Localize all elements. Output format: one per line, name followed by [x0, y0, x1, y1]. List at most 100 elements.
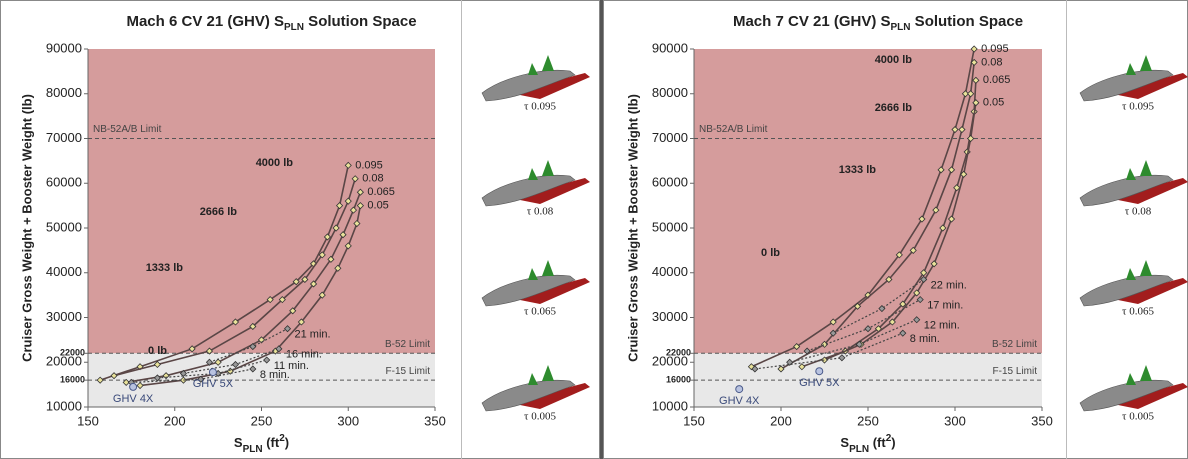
series-line: [113, 178, 356, 377]
series-line: [754, 332, 904, 370]
data-point: [162, 372, 170, 380]
data-point: [266, 296, 274, 304]
series-line: [209, 328, 288, 363]
data-point: [947, 215, 956, 223]
y-tick-label: 40000: [652, 264, 688, 279]
x-tick-label: 200: [770, 413, 792, 428]
data-point: [951, 125, 959, 134]
aircraft-image: [1079, 260, 1188, 307]
aircraft-wing: [510, 73, 590, 99]
data-point: [878, 304, 886, 313]
series-label: 0.065: [983, 74, 1011, 86]
series-label: 0.095: [981, 43, 1009, 55]
data-point: [344, 242, 352, 250]
reference-point-label: GHV 4X: [113, 393, 154, 405]
payload-label: 2666 lb: [200, 206, 238, 218]
data-point: [349, 206, 358, 214]
payload-label: 4000 lb: [875, 54, 913, 66]
x-tick-label: 350: [1031, 413, 1053, 428]
reference-label: F-15 Limit: [386, 366, 431, 377]
data-point: [937, 166, 945, 174]
data-point: [777, 365, 785, 373]
data-point: [853, 302, 862, 310]
aircraft-fin: [1140, 365, 1152, 381]
aircraft-image: [481, 55, 590, 102]
reference-label: B-52 Limit: [992, 339, 1037, 350]
series-line: [780, 62, 975, 370]
data-point: [356, 188, 364, 196]
y-tick-label: 80000: [46, 85, 82, 100]
data-point: [179, 369, 187, 378]
data-point: [972, 99, 980, 107]
y-tick-label: 40000: [46, 264, 82, 279]
data-point: [939, 224, 947, 232]
figure-caption: τ 0.08: [527, 206, 554, 218]
x-tick-label: 200: [164, 413, 186, 428]
data-point: [972, 76, 980, 84]
data-point: [947, 166, 956, 174]
aircraft-wing: [1108, 73, 1188, 99]
reference-point: [208, 368, 217, 377]
reference-point-label: GHV 4X: [719, 395, 760, 407]
data-point: [289, 307, 297, 315]
series-label: 0.08: [981, 56, 1002, 68]
data-point: [249, 343, 257, 351]
aircraft-wing: [1108, 178, 1188, 204]
series-line: [801, 80, 977, 368]
shaded-region: [694, 49, 1042, 354]
data-point: [970, 45, 978, 53]
x-tick-label: 350: [424, 413, 446, 428]
y-tick-label: 60000: [46, 175, 82, 190]
data-point: [930, 260, 938, 268]
y-tick-label: 16000: [666, 375, 691, 385]
text-part: (ft: [263, 435, 280, 450]
series-label: 16 min.: [286, 349, 322, 361]
y-tick-label: 30000: [46, 309, 82, 324]
data-point: [301, 275, 309, 284]
aircraft-fin: [528, 63, 538, 75]
data-point: [838, 354, 846, 362]
reference-label: NB-52A/B Limit: [93, 124, 162, 135]
text-part: Solution Space: [911, 13, 1024, 30]
aircraft-body: [481, 69, 576, 102]
y-tick-label: 20000: [46, 354, 82, 369]
data-point: [263, 356, 271, 364]
data-point: [332, 224, 340, 232]
data-point: [188, 345, 196, 353]
reference-label: B-52 Limit: [385, 339, 430, 350]
data-point: [895, 251, 903, 259]
x-tick-label: 300: [337, 413, 359, 428]
reference-point: [735, 385, 744, 394]
y-axis-label: Cruiser Gross Weight + Booster Weight (l…: [625, 94, 640, 362]
aircraft-wing: [510, 178, 590, 204]
data-point: [798, 363, 806, 371]
data-point: [909, 246, 917, 254]
figure-caption: τ 0.08: [1125, 206, 1152, 218]
data-point: [197, 375, 205, 383]
y-tick-label: 70000: [46, 130, 82, 145]
data-point: [205, 358, 214, 366]
aircraft-fin: [542, 55, 554, 71]
x-tick-label: 250: [857, 413, 879, 428]
y-axis-label: Cruiser Gross Weight + Booster Weight (l…: [19, 94, 34, 362]
data-point: [318, 291, 326, 299]
x-axis-label: SPLN (ft2): [234, 433, 289, 455]
data-point: [278, 296, 286, 304]
data-point: [967, 90, 975, 98]
data-point: [353, 219, 361, 228]
text-part: ): [891, 435, 895, 450]
series-label: 0.05: [367, 200, 388, 212]
aircraft-body: [1079, 174, 1174, 207]
data-point: [323, 233, 331, 241]
y-tick-label: 22000: [60, 348, 85, 358]
data-point: [960, 170, 968, 178]
data-point: [920, 269, 928, 277]
text-part: 2: [886, 433, 892, 444]
aircraft-fin: [542, 365, 554, 381]
figure-caption: τ 0.095: [1122, 101, 1154, 113]
aircraft-body: [481, 174, 576, 207]
data-point: [231, 318, 240, 326]
data-point: [153, 374, 161, 382]
reference-point-label: GHV 5X: [799, 377, 840, 389]
data-point: [318, 251, 326, 259]
